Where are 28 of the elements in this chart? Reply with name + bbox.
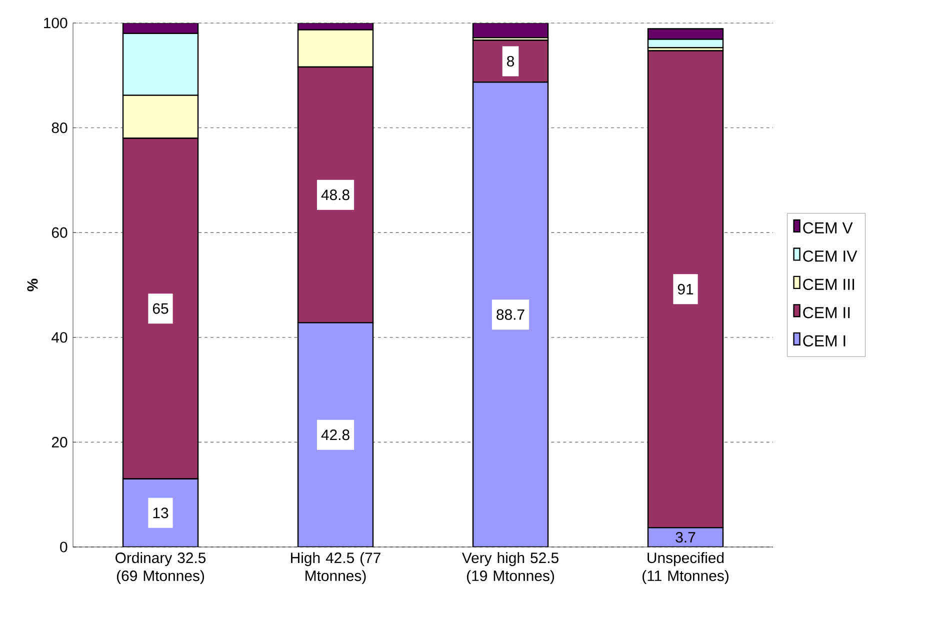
- x-tick-label: Very high 52.5 (19 Mtonnes): [462, 552, 558, 584]
- legend-label: CEM III: [803, 278, 854, 290]
- x-tick-label: Ordinary 32.5 (69 Mtonnes): [116, 552, 206, 584]
- bar: [647, 526, 724, 547]
- y-tick-label: 40: [52, 332, 68, 343]
- y-tick-label: 80: [52, 122, 68, 134]
- data-label: 65: [152, 303, 168, 314]
- data-label: 42.8: [321, 430, 350, 440]
- y-tick-label: 100: [44, 18, 68, 28]
- data-label: 3.7: [676, 532, 696, 543]
- legend-label: CEM IV: [803, 250, 858, 262]
- bar: [472, 22, 549, 38]
- bar: [297, 322, 374, 547]
- y-tick-label: 20: [52, 436, 68, 448]
- legend-label: CEM II: [803, 306, 850, 318]
- data-label: 8: [507, 56, 514, 67]
- x-tick-label: High 42.5 (77 Mtonnes): [291, 552, 380, 584]
- y-axis-title: %: [27, 278, 38, 292]
- x-tick-label: Unspecified (11 Mtonnes): [642, 552, 728, 584]
- legend-label: CEM I: [803, 335, 846, 347]
- y-tick-label: 0: [60, 542, 68, 552]
- data-label: 48.8: [321, 190, 350, 200]
- legend-label: CEM V: [803, 222, 853, 234]
- y-tick-label: 60: [52, 227, 68, 238]
- data-label: 13: [153, 508, 168, 518]
- data-label: 91: [678, 284, 694, 294]
- data-label: 88.7: [496, 309, 524, 320]
- bar: [472, 82, 549, 547]
